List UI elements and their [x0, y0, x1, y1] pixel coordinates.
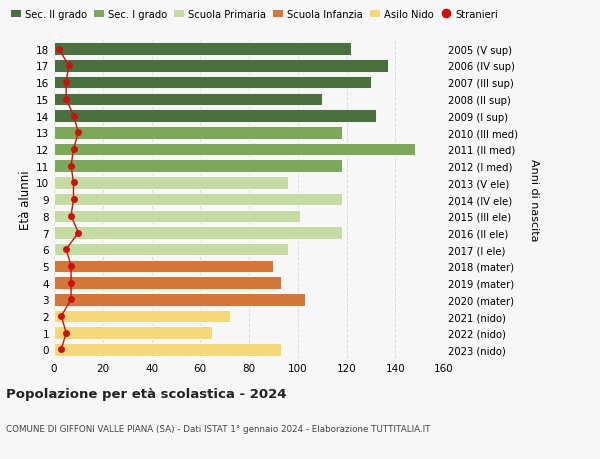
Bar — [54, 293, 305, 306]
Bar — [54, 243, 288, 256]
Bar — [54, 327, 212, 339]
Bar — [54, 343, 281, 356]
Bar — [54, 127, 341, 139]
Point — [64, 62, 73, 70]
Point — [74, 129, 83, 137]
Bar — [54, 93, 322, 106]
Bar — [54, 44, 352, 56]
Bar — [54, 160, 341, 173]
Point — [69, 179, 78, 187]
Point — [66, 296, 76, 303]
Y-axis label: Età alunni: Età alunni — [19, 170, 32, 230]
Text: Popolazione per età scolastica - 2024: Popolazione per età scolastica - 2024 — [6, 387, 287, 400]
Text: COMUNE DI GIFFONI VALLE PIANA (SA) - Dati ISTAT 1° gennaio 2024 - Elaborazione T: COMUNE DI GIFFONI VALLE PIANA (SA) - Dat… — [6, 425, 431, 433]
Point — [54, 46, 64, 53]
Bar — [54, 227, 341, 239]
Point — [61, 96, 71, 103]
Point — [66, 263, 76, 270]
Point — [61, 330, 71, 337]
Point — [69, 112, 78, 120]
Point — [66, 162, 76, 170]
Bar — [54, 60, 388, 73]
Point — [74, 230, 83, 237]
Point — [56, 346, 66, 353]
Bar — [54, 277, 281, 289]
Bar — [54, 260, 274, 273]
Point — [69, 146, 78, 153]
Point — [66, 280, 76, 287]
Point — [61, 246, 71, 253]
Bar — [54, 143, 415, 156]
Bar — [54, 310, 229, 323]
Bar — [54, 193, 341, 206]
Point — [61, 79, 71, 87]
Point — [66, 213, 76, 220]
Y-axis label: Anni di nascita: Anni di nascita — [529, 158, 539, 241]
Point — [56, 313, 66, 320]
Bar — [54, 110, 376, 123]
Bar — [54, 77, 371, 89]
Bar — [54, 177, 288, 189]
Bar — [54, 210, 300, 223]
Legend: Sec. II grado, Sec. I grado, Scuola Primaria, Scuola Infanzia, Asilo Nido, Stran: Sec. II grado, Sec. I grado, Scuola Prim… — [11, 10, 497, 20]
Point — [69, 196, 78, 203]
